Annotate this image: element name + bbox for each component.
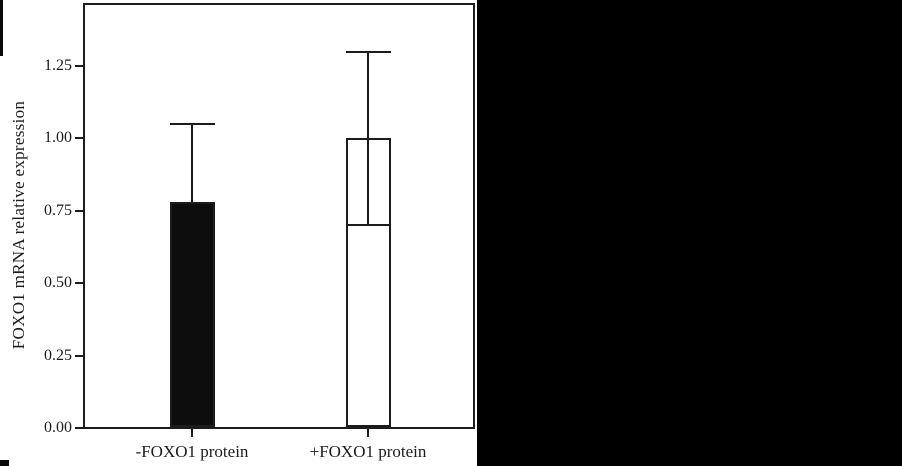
y-tick-mark [75,209,83,212]
bar-minus-foxo1 [169,202,215,427]
x-category-label: -FOXO1 protein [135,442,249,461]
x-category-label: +FOXO1 protein [309,442,427,461]
right-black-panel [477,0,902,466]
y-tick-label: 1.25 [44,57,72,74]
x-tick-mark [367,429,369,437]
error-bar-line [367,51,369,226]
y-tick-mark [75,65,83,67]
plot-area [83,3,475,429]
y-tick-label: 1.00 [44,129,72,147]
y-tick-mark [75,427,83,429]
y-tick-mark [75,282,83,285]
scan-artifact-bottom-left [0,460,9,466]
y-tick-label: 0.25 [44,346,72,364]
y-tick-label: 0.00 [44,419,72,436]
x-tick-mark [191,429,193,437]
scan-artifact-top-left [0,0,3,56]
error-bar-lower-cap [345,224,391,227]
y-tick-mark [75,354,83,357]
y-tick-mark [75,137,83,140]
y-tick-label: 0.50 [44,274,72,292]
y-tick-label: 0.75 [44,201,72,219]
error-bar-line [191,123,193,203]
